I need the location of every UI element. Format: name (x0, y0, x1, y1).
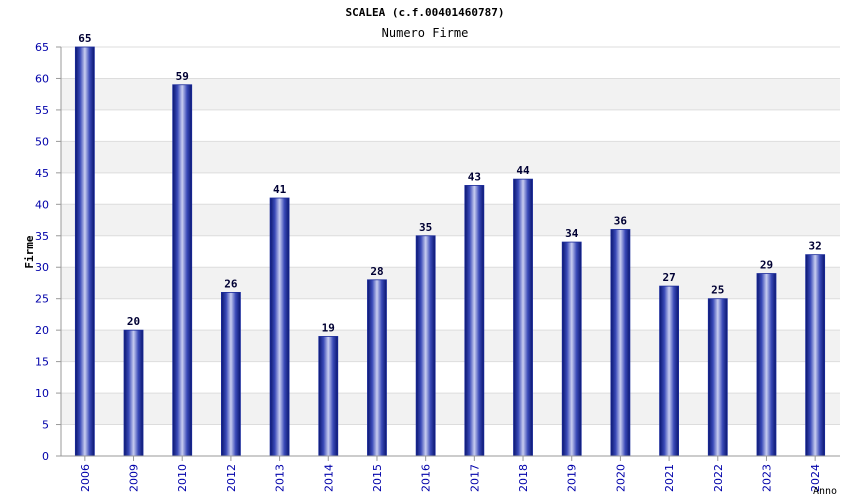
y-tick-label: 10 (35, 387, 49, 400)
x-tick-label-2010: 2010 (176, 464, 189, 492)
data-label-2015: 28 (370, 265, 383, 278)
bar-2013 (269, 197, 290, 457)
y-tick-label: 60 (35, 72, 49, 85)
bar-2009 (123, 329, 144, 457)
bar-2010 (172, 84, 193, 457)
data-label-2014: 19 (322, 321, 335, 334)
y-tick-label: 15 (35, 356, 49, 369)
bar-2024 (805, 254, 826, 457)
data-labels: 65 20 59 26 41 19 28 35 43 44 34 36 27 25 29 32 (78, 32, 822, 334)
y-tick-label: 35 (35, 230, 49, 243)
y-tick-label: 0 (42, 450, 49, 463)
data-label-2024: 32 (809, 240, 822, 253)
x-tick-label-2024: 2024 (809, 464, 822, 492)
bar-2023 (756, 273, 777, 457)
x-tick-label-2016: 2016 (420, 464, 433, 492)
bar-2016 (415, 235, 436, 457)
x-axis-label: Anno (813, 486, 837, 497)
bar-2021 (659, 285, 679, 457)
data-label-2010: 59 (176, 70, 189, 83)
x-tick-label-2009: 2009 (128, 464, 141, 492)
bar-2006 (74, 46, 95, 457)
x-tick-label-2015: 2015 (371, 464, 384, 492)
bar-2020 (610, 229, 631, 457)
data-label-2013: 41 (273, 183, 287, 196)
x-tick-label-2012: 2012 (225, 464, 238, 492)
chart-subtitle: Numero Firme (382, 26, 469, 40)
bar-2022 (707, 298, 728, 457)
data-label-2019: 34 (565, 227, 579, 240)
x-tick-label-2017: 2017 (468, 464, 481, 492)
data-label-2021: 27 (662, 271, 675, 284)
bar-2014 (318, 336, 339, 457)
y-tick-label: 5 (42, 419, 49, 432)
x-tick-label-2006: 2006 (79, 464, 92, 492)
data-label-2022: 25 (711, 284, 724, 297)
x-tick-label-2013: 2013 (274, 464, 287, 492)
data-label-2023: 29 (760, 259, 773, 272)
bar-2019 (561, 241, 582, 457)
x-tick-label-2014: 2014 (322, 464, 335, 492)
y-tick-label: 50 (35, 135, 49, 148)
y-tick-label: 20 (35, 324, 49, 337)
x-tick-label-2022: 2022 (712, 464, 725, 492)
bar-2017 (464, 185, 485, 457)
y-tick-label: 25 (35, 293, 49, 306)
data-label-2017: 43 (468, 170, 481, 183)
data-label-2006: 65 (78, 32, 91, 45)
data-label-2012: 26 (224, 277, 238, 290)
y-tick-label: 55 (35, 104, 49, 117)
x-tick-label-2019: 2019 (566, 464, 579, 492)
bar-2015 (367, 279, 387, 457)
bar-2018 (513, 178, 533, 457)
data-label-2020: 36 (614, 214, 628, 227)
bars (74, 46, 826, 457)
data-label-2016: 35 (419, 221, 432, 234)
x-tick-label-2021: 2021 (663, 464, 676, 492)
x-tick-label-2023: 2023 (760, 464, 773, 492)
data-label-2009: 20 (127, 315, 140, 328)
x-tick-label-2020: 2020 (614, 464, 627, 492)
y-axis-label: Firme (23, 235, 36, 268)
y-tick-label: 65 (35, 41, 49, 54)
y-axis-ticks: 0 5 10 15 20 25 30 35 40 45 50 55 60 65 (35, 41, 61, 463)
y-tick-label: 45 (35, 167, 49, 180)
data-label-2018: 44 (516, 164, 530, 177)
x-tick-label-2018: 2018 (517, 464, 530, 492)
y-tick-label: 40 (35, 198, 49, 211)
y-tick-label: 30 (35, 261, 49, 274)
bar-2012 (221, 291, 241, 457)
chart-title: SCALEA (c.f.00401460787) (346, 6, 505, 19)
x-axis-ticks: 2006 2009 2010 2012 2013 2014 2015 2016 2017 2018… (79, 456, 822, 492)
